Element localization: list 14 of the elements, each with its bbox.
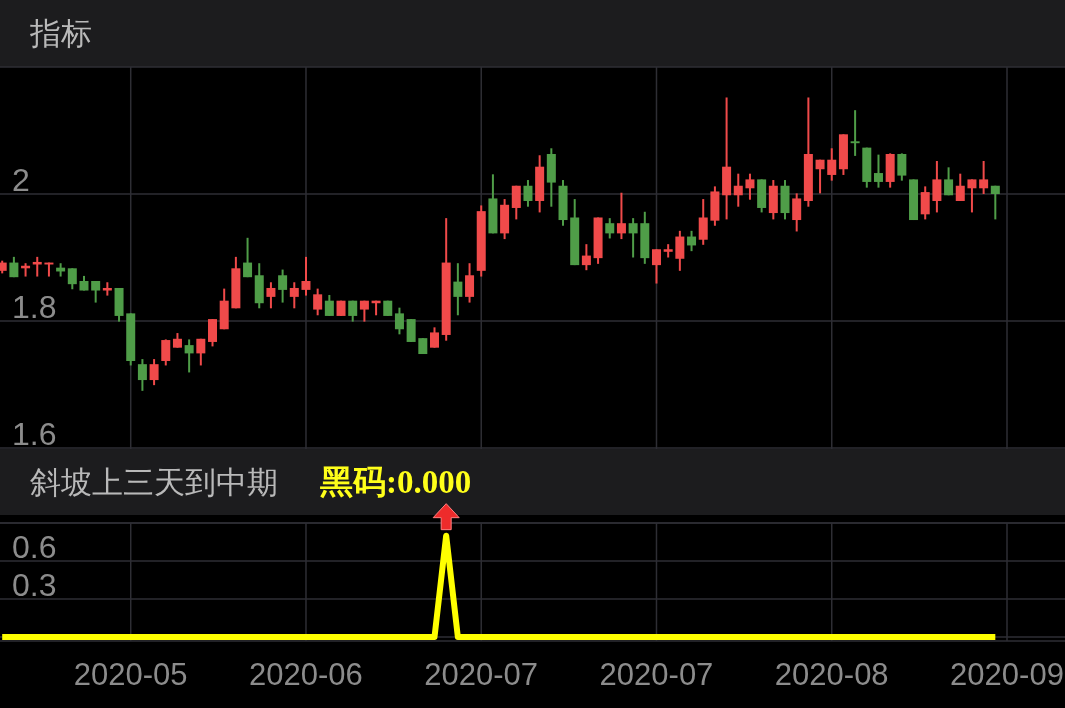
x-tick-label: 2020-07 <box>599 657 714 692</box>
x-tick-label: 2020-09 <box>950 657 1064 692</box>
y-tick-label: 0.6 <box>12 529 57 565</box>
chart-title: 指标 <box>29 16 92 51</box>
y-tick-label: 1.6 <box>12 416 57 452</box>
chart-title: 斜坡上三天到中期 <box>30 464 278 500</box>
y-tick-label: 1.8 <box>12 289 57 325</box>
chart-subtitle: 黑码:0.000 <box>320 464 472 500</box>
x-tick-label: 2020-07 <box>424 657 539 692</box>
y-tick-label: 0.3 <box>12 567 57 603</box>
x-tick-label: 2020-06 <box>249 657 363 692</box>
y-tick-label: 2 <box>12 162 30 198</box>
x-tick-label: 2020-08 <box>774 657 889 692</box>
x-tick-label: 2020-05 <box>73 657 188 692</box>
